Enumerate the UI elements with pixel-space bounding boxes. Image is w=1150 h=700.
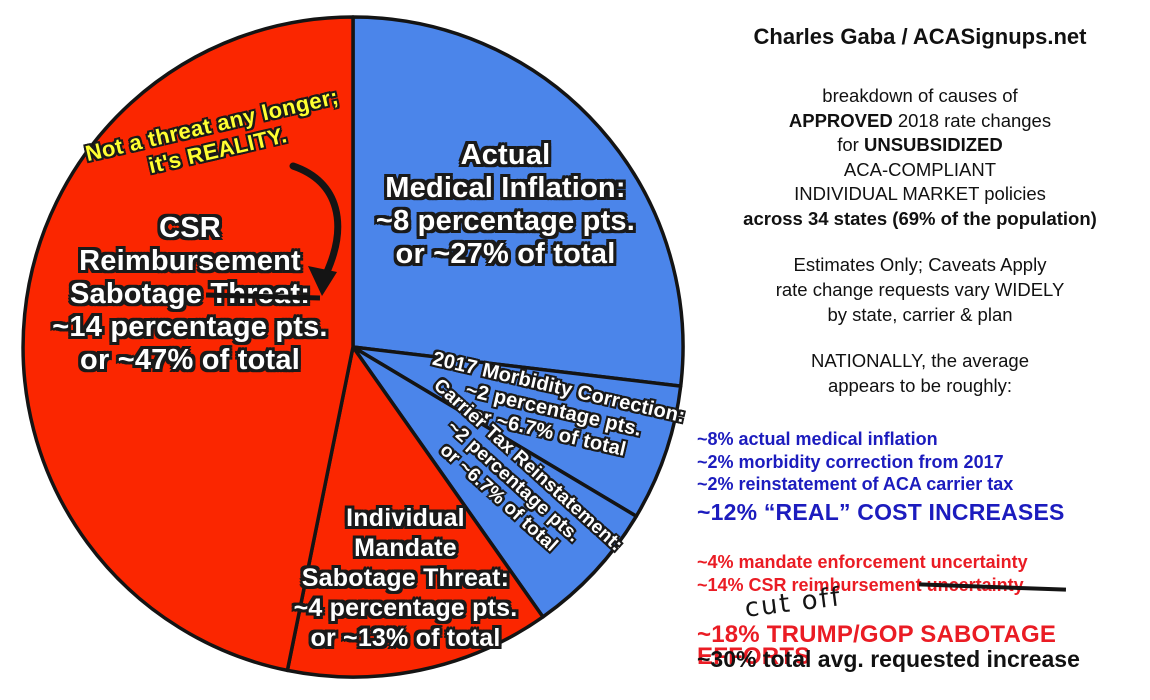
csr-slice-label: CSR Reimbursement Sabotage Threat: ~14 p… [25,212,355,377]
medical-inflation-slice-label: Actual Medical Inflation: ~8 percentage … [348,139,663,271]
real-cost-item: ~2% morbidity correction from 2017 [697,451,1004,472]
csr-label-line5: or ~47% of total [80,344,300,376]
real-cost-total: ~12% “REAL” COST INCREASES [697,498,1065,525]
csr-label-line4: ~14 percentage pts. [52,311,328,343]
intro-line3: for UNSUBSIDIZED [690,133,1150,158]
cut-off-handwritten-note: cut off [743,582,844,624]
intro-approved-bold: APPROVED [788,109,893,131]
real-cost-item: ~2% reinstatement of ACA carrier tax [697,474,1014,494]
real-cost-item: ~8% actual medical inflation [697,429,938,449]
intro-line2: APPROVED 2018 rate changes [690,109,1150,134]
page-title: Charles Gaba / ACASignups.net [753,24,1087,49]
sabotage-item2: ~14% CSR reimbursement uncertainty cut of… [697,574,1150,624]
mandate-line4: ~4 percentage pts. [293,594,518,622]
mandate-slice-label: Individual Mandate Sabotage Threat: ~4 p… [283,503,528,653]
nationally-line1: NATIONALLY, the average [810,350,1029,371]
pie-slice-2017-morbidity-correction [351,345,683,518]
csr-label-line3: Sabotage Threat: [25,278,355,311]
csr-label-sabotage-word: Sabotage [69,278,203,310]
sabotage-item1: ~4% mandate enforcement uncertainty [697,552,1028,572]
caveats-line2: rate change requests vary WIDELY [775,279,1065,300]
mandate-line3: Sabotage Threat: [301,564,510,592]
medical-inflation-line2: Medical Inflation: [385,172,626,204]
nationally-block: NATIONALLY, the average appears to be ro… [690,348,1150,398]
sabotage-list: ~4% mandate enforcement uncertainty ~14%… [697,551,1150,669]
intro-line2-rest: 2018 rate changes [892,109,1052,131]
caveats-line1: Estimates Only; Caveats Apply [793,254,1047,275]
intro-line5: INDIVIDUAL MARKET policies [794,183,1046,204]
mandate-line5: or ~13% of total [310,624,501,652]
sabotage-item2-pre: ~14% CSR reimbursement [697,574,922,595]
pie-slice-actual-medical-inflation [351,15,685,388]
csr-label-line2: Reimbursement [79,245,301,277]
caveats-block: Estimates Only; Caveats Apply rate chang… [690,252,1150,327]
intro-line1: breakdown of causes of [822,85,1018,106]
mandate-line2: Mandate [354,534,457,562]
medical-inflation-line3: ~8 percentage pts. [375,205,636,237]
csr-label-struck-threat-word: Threat: [210,278,311,310]
nationally-line2: appears to be roughly: [827,375,1013,396]
sabotage-struck-uncertainty-word: uncertainty [926,574,1024,595]
grand-total: ~30% total avg. requested increase [697,646,1080,672]
real-cost-list: ~8% actual medical inflation ~2% morbidi… [697,428,1150,523]
pie-slice-carrier-tax-reinstatement [351,345,639,619]
pie-slice-csr-reimbursement-sabotage-threat [21,15,355,673]
caveats-line3: by state, carrier & plan [827,304,1013,325]
intro-line6: across 34 states (69% of the population) [743,207,1097,229]
mandate-line1: Individual [346,504,465,532]
intro-unsubsidized-bold: UNSUBSIDIZED [863,134,1003,155]
csr-label-line1: CSR [159,212,221,244]
intro-block: breakdown of causes of APPROVED 2018 rat… [690,84,1150,231]
sabotage-total: ~18% TRUMP/GOP SABOTAGE EFFORTS [697,620,1057,670]
pie-slice-individual-mandate-sabotage-threat [285,345,545,679]
intro-line4: ACA-COMPLIANT [843,158,997,180]
intro-line3-pre: for [837,134,864,155]
medical-inflation-line4: or ~27% of total [395,238,616,270]
medical-inflation-line1: Actual [460,139,551,171]
